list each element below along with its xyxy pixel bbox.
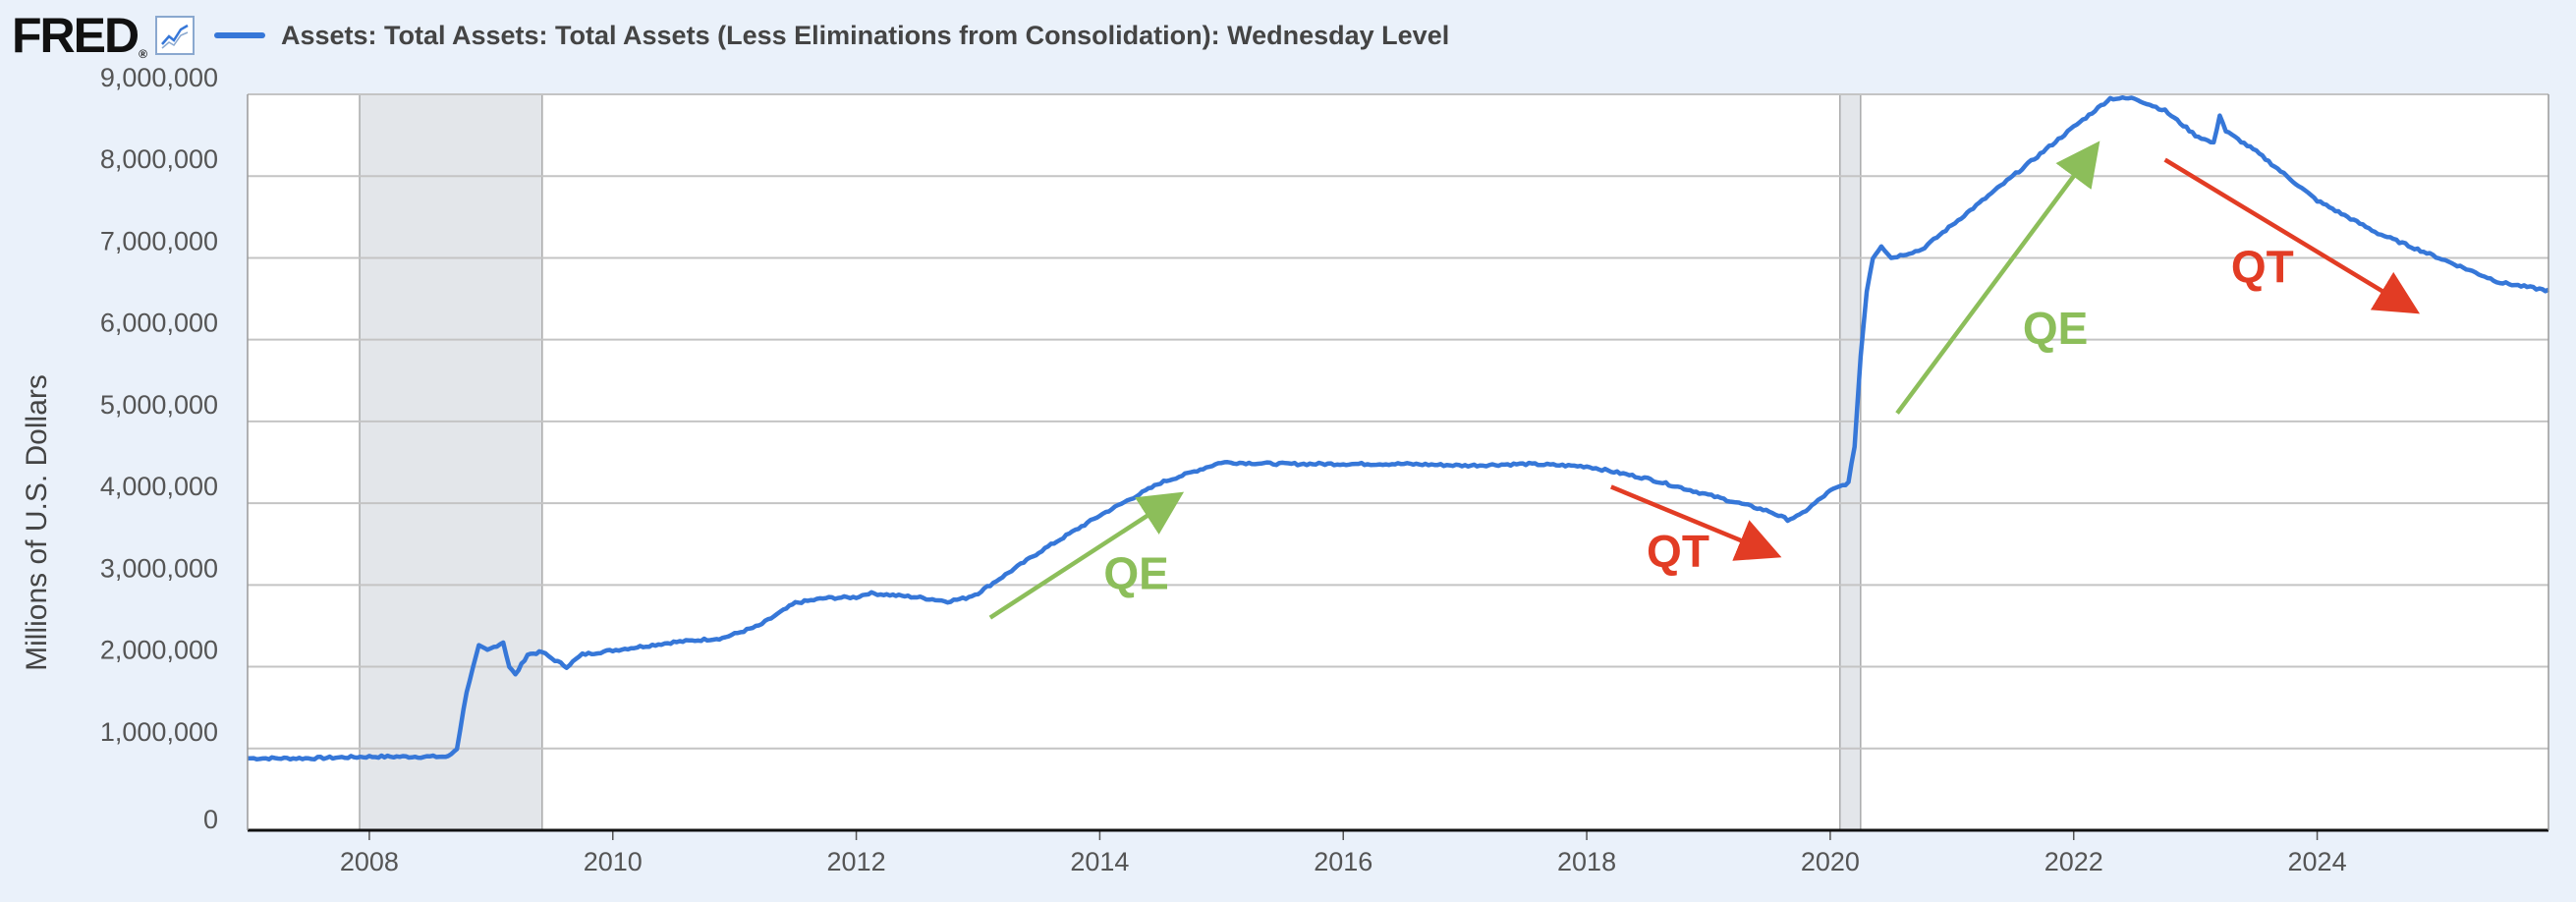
- qt-arrow: [1609, 484, 1782, 561]
- y-tick-label: 5,000,000: [100, 390, 218, 420]
- x-tick-label: 2016: [1314, 847, 1372, 876]
- fred-logo[interactable]: FRED®: [12, 8, 147, 63]
- x-tick-label: 2022: [2044, 847, 2103, 876]
- registered-mark: ®: [139, 47, 147, 61]
- y-tick-label: 9,000,000: [100, 63, 218, 92]
- fred-logo-text: FRED: [12, 8, 140, 63]
- recession-band: [360, 94, 542, 830]
- y-tick-label: 2,000,000: [100, 636, 218, 665]
- legend-swatch: [213, 32, 265, 38]
- qt-arrow: [2163, 157, 2421, 314]
- y-tick-label: 7,000,000: [100, 226, 218, 255]
- y-tick-label: 8,000,000: [100, 144, 218, 174]
- x-tick-label: 2024: [2288, 847, 2347, 876]
- chart-header: FRED® Assets: Total Assets: Total Assets…: [12, 6, 1449, 65]
- qt-label: QT: [2231, 241, 2294, 292]
- x-tick-label: 2012: [827, 847, 886, 876]
- x-tick-label: 2010: [584, 847, 643, 876]
- line-chart-icon: [154, 16, 195, 55]
- y-tick-label: 0: [203, 805, 218, 834]
- y-tick-label: 3,000,000: [100, 553, 218, 583]
- legend-series-label: Assets: Total Assets: Total Assets (Less…: [280, 20, 1450, 50]
- y-axis-label: Millions of U.S. Dollars: [21, 374, 53, 671]
- y-tick-label: 1,000,000: [100, 717, 218, 747]
- x-tick-label: 2014: [1070, 847, 1129, 876]
- y-tick-label: 4,000,000: [100, 472, 218, 501]
- qe-arrow: [1895, 141, 2100, 415]
- qt-label: QT: [1647, 526, 1709, 577]
- qe-label: QE: [2023, 303, 2088, 354]
- x-tick-label: 2020: [1801, 847, 1860, 876]
- qe-arrow: [988, 491, 1185, 620]
- y-tick-label: 6,000,000: [100, 309, 218, 338]
- chart-legend: Assets: Total Assets: Total Assets (Less…: [213, 20, 1450, 51]
- x-tick-label: 2008: [340, 847, 399, 876]
- x-tick-label: 2018: [1557, 847, 1616, 876]
- qe-label: QE: [1103, 547, 1168, 598]
- series-line: [248, 94, 2549, 762]
